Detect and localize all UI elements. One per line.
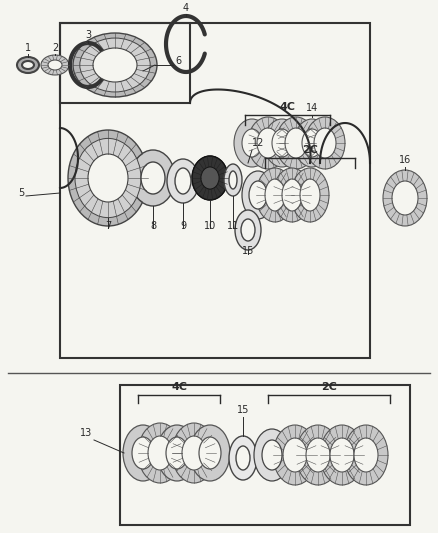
Text: 2: 2 xyxy=(52,43,58,53)
Bar xyxy=(60,23,190,103)
Ellipse shape xyxy=(285,128,307,158)
Text: 16: 16 xyxy=(399,155,411,165)
Ellipse shape xyxy=(273,425,317,485)
Ellipse shape xyxy=(234,119,270,167)
Ellipse shape xyxy=(276,117,316,169)
Ellipse shape xyxy=(138,423,182,483)
Ellipse shape xyxy=(190,425,230,481)
Ellipse shape xyxy=(249,181,267,209)
Text: 10: 10 xyxy=(204,221,216,231)
Text: 4: 4 xyxy=(183,3,189,13)
Text: 15: 15 xyxy=(237,405,249,415)
Ellipse shape xyxy=(282,179,302,211)
Ellipse shape xyxy=(296,425,340,485)
Ellipse shape xyxy=(201,167,219,189)
Ellipse shape xyxy=(241,219,255,241)
Text: 14: 14 xyxy=(306,103,318,113)
Ellipse shape xyxy=(235,210,261,250)
Text: 4C: 4C xyxy=(279,102,296,112)
Ellipse shape xyxy=(272,129,292,157)
Ellipse shape xyxy=(41,55,69,75)
Ellipse shape xyxy=(192,156,228,200)
Text: 12: 12 xyxy=(252,138,265,148)
Ellipse shape xyxy=(229,171,237,189)
Ellipse shape xyxy=(291,168,329,222)
Text: 5: 5 xyxy=(18,188,24,198)
Ellipse shape xyxy=(132,437,154,469)
Ellipse shape xyxy=(392,181,418,215)
Ellipse shape xyxy=(80,38,150,92)
Text: 2C: 2C xyxy=(302,145,318,155)
Ellipse shape xyxy=(166,437,188,469)
Ellipse shape xyxy=(262,440,282,470)
Ellipse shape xyxy=(73,33,157,97)
Ellipse shape xyxy=(306,438,330,472)
Text: 13: 13 xyxy=(80,428,92,438)
Ellipse shape xyxy=(201,167,219,189)
Ellipse shape xyxy=(242,129,262,157)
Text: 4C: 4C xyxy=(171,382,187,392)
Bar xyxy=(120,385,410,525)
Ellipse shape xyxy=(224,164,242,196)
Ellipse shape xyxy=(383,170,427,226)
Ellipse shape xyxy=(229,436,257,480)
Text: 9: 9 xyxy=(180,221,186,231)
Ellipse shape xyxy=(273,168,311,222)
Text: 2C: 2C xyxy=(321,382,337,392)
Ellipse shape xyxy=(88,154,128,202)
Text: 7: 7 xyxy=(105,221,111,231)
Ellipse shape xyxy=(300,179,320,211)
Ellipse shape xyxy=(22,61,34,69)
Text: 11: 11 xyxy=(227,221,239,231)
Ellipse shape xyxy=(123,425,163,481)
Ellipse shape xyxy=(48,60,62,70)
Ellipse shape xyxy=(320,425,364,485)
Ellipse shape xyxy=(17,57,39,73)
Ellipse shape xyxy=(182,436,206,470)
Ellipse shape xyxy=(248,117,288,169)
Ellipse shape xyxy=(131,150,175,206)
Ellipse shape xyxy=(199,437,221,469)
Ellipse shape xyxy=(264,119,300,167)
Ellipse shape xyxy=(302,129,322,157)
Ellipse shape xyxy=(314,128,336,158)
Ellipse shape xyxy=(344,425,388,485)
Ellipse shape xyxy=(172,423,216,483)
Ellipse shape xyxy=(93,48,137,82)
Ellipse shape xyxy=(236,446,250,470)
Ellipse shape xyxy=(294,119,330,167)
Ellipse shape xyxy=(175,168,191,194)
Ellipse shape xyxy=(75,139,141,217)
Ellipse shape xyxy=(330,438,354,472)
Text: 1: 1 xyxy=(25,43,31,53)
Ellipse shape xyxy=(257,128,279,158)
Text: 6: 6 xyxy=(175,56,181,66)
Ellipse shape xyxy=(256,168,294,222)
Text: 15: 15 xyxy=(242,246,254,256)
Ellipse shape xyxy=(167,159,199,203)
Ellipse shape xyxy=(283,438,307,472)
Ellipse shape xyxy=(254,429,290,481)
Ellipse shape xyxy=(265,179,285,211)
Ellipse shape xyxy=(68,130,148,226)
Ellipse shape xyxy=(141,162,165,194)
Ellipse shape xyxy=(354,438,378,472)
Ellipse shape xyxy=(148,436,172,470)
Ellipse shape xyxy=(242,171,274,219)
Text: 8: 8 xyxy=(150,221,156,231)
Ellipse shape xyxy=(192,156,228,200)
Bar xyxy=(60,23,370,358)
Ellipse shape xyxy=(157,425,197,481)
Text: 3: 3 xyxy=(85,30,91,40)
Ellipse shape xyxy=(305,117,345,169)
